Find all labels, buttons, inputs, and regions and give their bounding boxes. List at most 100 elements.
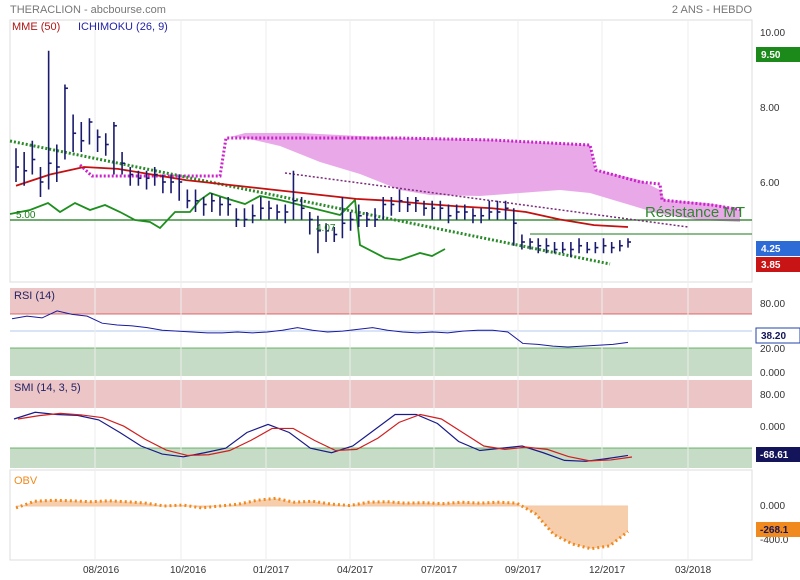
obv-badge-text: -268.1 bbox=[760, 525, 789, 536]
price-bar bbox=[341, 197, 346, 239]
price-bar bbox=[561, 242, 566, 254]
chart-header-title: THERACLION - abcbourse.com bbox=[10, 4, 166, 16]
price-bar bbox=[243, 208, 248, 227]
price-bar bbox=[145, 170, 150, 190]
price-ytick: 8.00 bbox=[760, 103, 780, 114]
price-bar bbox=[529, 238, 534, 250]
price-bar bbox=[472, 208, 476, 224]
xaxis-label: 08/2016 bbox=[83, 565, 120, 576]
smi-overbought-zone bbox=[10, 380, 752, 408]
price-ytick: 6.00 bbox=[760, 178, 780, 189]
ichimoku-cloud bbox=[230, 133, 740, 222]
price-bar bbox=[349, 212, 354, 231]
price-bar bbox=[512, 208, 517, 246]
rsi-badge-text: 38.20 bbox=[761, 331, 786, 342]
smi-badge bbox=[756, 447, 800, 462]
price-bar bbox=[202, 197, 207, 216]
price-bar bbox=[594, 242, 599, 254]
price-bar bbox=[211, 193, 215, 212]
price-bar bbox=[186, 189, 191, 209]
price-bar bbox=[570, 242, 574, 257]
xaxis-label: 01/2017 bbox=[253, 565, 290, 576]
price-bar bbox=[113, 122, 117, 175]
price-bar bbox=[178, 174, 183, 201]
xaxis-label: 03/2018 bbox=[675, 565, 712, 576]
price-bar bbox=[447, 204, 452, 224]
price-bar bbox=[227, 197, 232, 216]
price-bar bbox=[104, 133, 109, 156]
price-ytick: 10.00 bbox=[760, 28, 785, 39]
price-bar bbox=[578, 238, 583, 254]
price-bar bbox=[88, 118, 93, 145]
price-bar bbox=[170, 174, 175, 194]
price-bar bbox=[219, 197, 223, 216]
smi-oversold-zone bbox=[10, 448, 752, 468]
price-bar bbox=[276, 204, 281, 220]
mme-50-line bbox=[15, 166, 629, 228]
resistance-label: Résistance MT bbox=[645, 204, 745, 221]
smi-label: SMI (14, 3, 5) bbox=[14, 382, 81, 394]
smi-signal-line bbox=[17, 412, 633, 462]
chart-header-period: 2 ANS - HEBDO bbox=[672, 4, 753, 16]
rsi-ytick: 0.000 bbox=[760, 368, 785, 379]
price-bar bbox=[333, 227, 338, 242]
badge-mme bbox=[756, 257, 800, 272]
price-bar bbox=[15, 148, 19, 182]
badge-last bbox=[756, 241, 800, 256]
price-bar bbox=[292, 170, 297, 220]
price-bar bbox=[431, 200, 436, 220]
price-bar bbox=[366, 212, 370, 227]
price-bar bbox=[521, 234, 525, 250]
price-bar bbox=[382, 197, 387, 220]
obv-label: OBV bbox=[14, 475, 38, 487]
price-bar bbox=[55, 144, 60, 182]
price-bar bbox=[504, 200, 509, 220]
price-bar bbox=[553, 242, 558, 254]
price-bar bbox=[398, 189, 403, 212]
rsi-ytick: 80.00 bbox=[760, 299, 785, 310]
price-bar bbox=[129, 167, 134, 186]
rsi-line bbox=[11, 310, 629, 348]
price-bar bbox=[325, 223, 330, 242]
price-bar bbox=[496, 200, 501, 220]
price-bar bbox=[153, 167, 158, 186]
obv-line bbox=[15, 496, 629, 551]
price-bar bbox=[317, 215, 321, 254]
price-bar bbox=[194, 189, 199, 212]
rsi-badge bbox=[755, 327, 800, 344]
rsi-overbought-zone bbox=[10, 288, 752, 314]
xaxis-label: 10/2016 bbox=[170, 565, 207, 576]
obv-ytick: 0.000 bbox=[760, 501, 785, 512]
price-bar bbox=[463, 204, 468, 220]
price-bar bbox=[235, 208, 240, 227]
price-bar bbox=[96, 129, 101, 152]
price-bar bbox=[162, 174, 166, 194]
price-bar bbox=[64, 84, 68, 160]
level-label: 5.00 bbox=[16, 210, 36, 221]
price-bar bbox=[488, 200, 493, 220]
smi-neutral-zone bbox=[10, 408, 752, 448]
price-bar bbox=[423, 200, 427, 216]
price-bar bbox=[31, 140, 36, 175]
price-bar bbox=[627, 238, 631, 248]
badge-last-text: 4.25 bbox=[761, 244, 781, 255]
price-bar bbox=[374, 208, 379, 227]
price-bar bbox=[610, 242, 615, 254]
price-bar bbox=[268, 200, 272, 220]
legend-ichimoku: ICHIMOKU (26, 9) bbox=[78, 21, 168, 33]
price-bar bbox=[284, 204, 289, 224]
smi-ytick: 80.00 bbox=[760, 390, 785, 401]
badge-high-text: 9.50 bbox=[761, 50, 781, 61]
price-bar bbox=[121, 152, 126, 175]
price-bar bbox=[80, 122, 85, 152]
price-bar bbox=[137, 170, 142, 186]
price-bar bbox=[406, 197, 411, 212]
rsi-oversold-zone bbox=[10, 348, 752, 376]
price-bar bbox=[545, 238, 550, 254]
obv-panel-frame bbox=[9, 469, 753, 561]
xaxis-label: 04/2017 bbox=[337, 565, 374, 576]
price-bar bbox=[259, 197, 264, 220]
price-bar bbox=[308, 212, 313, 235]
obv-area bbox=[16, 498, 628, 549]
rsi-ytick: 20.00 bbox=[760, 344, 785, 355]
